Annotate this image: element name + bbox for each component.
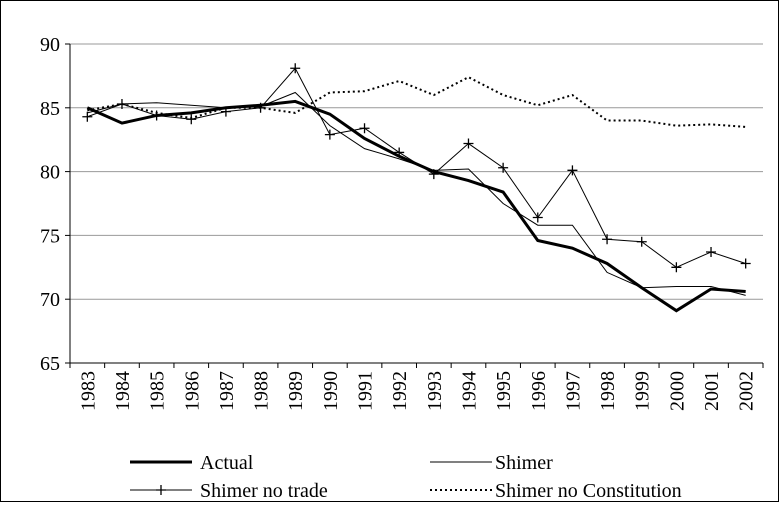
x-tick-label: 1995 [493, 371, 515, 411]
x-tick-label: 1997 [562, 371, 584, 411]
x-tick-label: 1983 [77, 371, 99, 411]
x-tick-label: 1988 [251, 371, 273, 411]
plus-marker [186, 114, 197, 125]
plus-marker [706, 246, 717, 257]
y-tick-label: 75 [40, 225, 60, 247]
plus-marker [671, 262, 682, 273]
x-tick-label: 1996 [528, 371, 550, 411]
plus-marker [359, 123, 370, 134]
plus-marker [532, 212, 543, 223]
x-tick-label: 1993 [424, 371, 446, 411]
series-line [86, 99, 746, 313]
y-tick-label: 65 [40, 353, 60, 375]
plus-marker [602, 234, 613, 245]
x-tick-label: 2000 [666, 371, 688, 411]
legend-label: Shimer no trade [200, 480, 328, 502]
plus-marker [428, 169, 439, 180]
plus-marker [636, 236, 647, 247]
series-line [87, 67, 746, 268]
plus-marker [290, 63, 301, 74]
legend-label: Actual [200, 452, 254, 474]
series-line [87, 91, 746, 296]
x-tick-label: 1990 [320, 371, 342, 411]
plus-marker [220, 106, 231, 117]
x-tick-label: 1992 [389, 371, 411, 411]
x-tick-label: 2002 [736, 371, 758, 411]
x-tick-label: 1989 [285, 371, 307, 411]
x-tick-label: 1985 [147, 371, 169, 411]
plus-marker [394, 147, 405, 158]
x-tick-label: 1994 [458, 371, 480, 411]
x-tick-label: 1986 [181, 371, 203, 411]
x-tick-label: 1984 [112, 371, 134, 411]
series-line [87, 76, 746, 128]
legend-label: Shimer no Constitution [495, 480, 682, 502]
x-tick-label: 1987 [216, 371, 238, 411]
y-tick-label: 70 [40, 289, 60, 311]
plus-marker [463, 138, 474, 149]
x-tick-label: 2001 [701, 371, 723, 411]
plus-marker [498, 162, 509, 173]
x-tick-label: 1998 [597, 371, 619, 411]
y-tick-label: 85 [40, 98, 60, 120]
legend-label: Shimer [495, 452, 553, 474]
plus-marker [740, 258, 751, 269]
plus-marker [82, 111, 93, 122]
plus-marker [324, 129, 335, 140]
y-tick-label: 90 [40, 34, 60, 56]
x-tick-label: 1999 [632, 371, 654, 411]
plus-marker [567, 165, 578, 176]
x-tick-label: 1991 [355, 371, 377, 411]
y-tick-label: 80 [40, 162, 60, 184]
plus-marker [156, 485, 166, 495]
